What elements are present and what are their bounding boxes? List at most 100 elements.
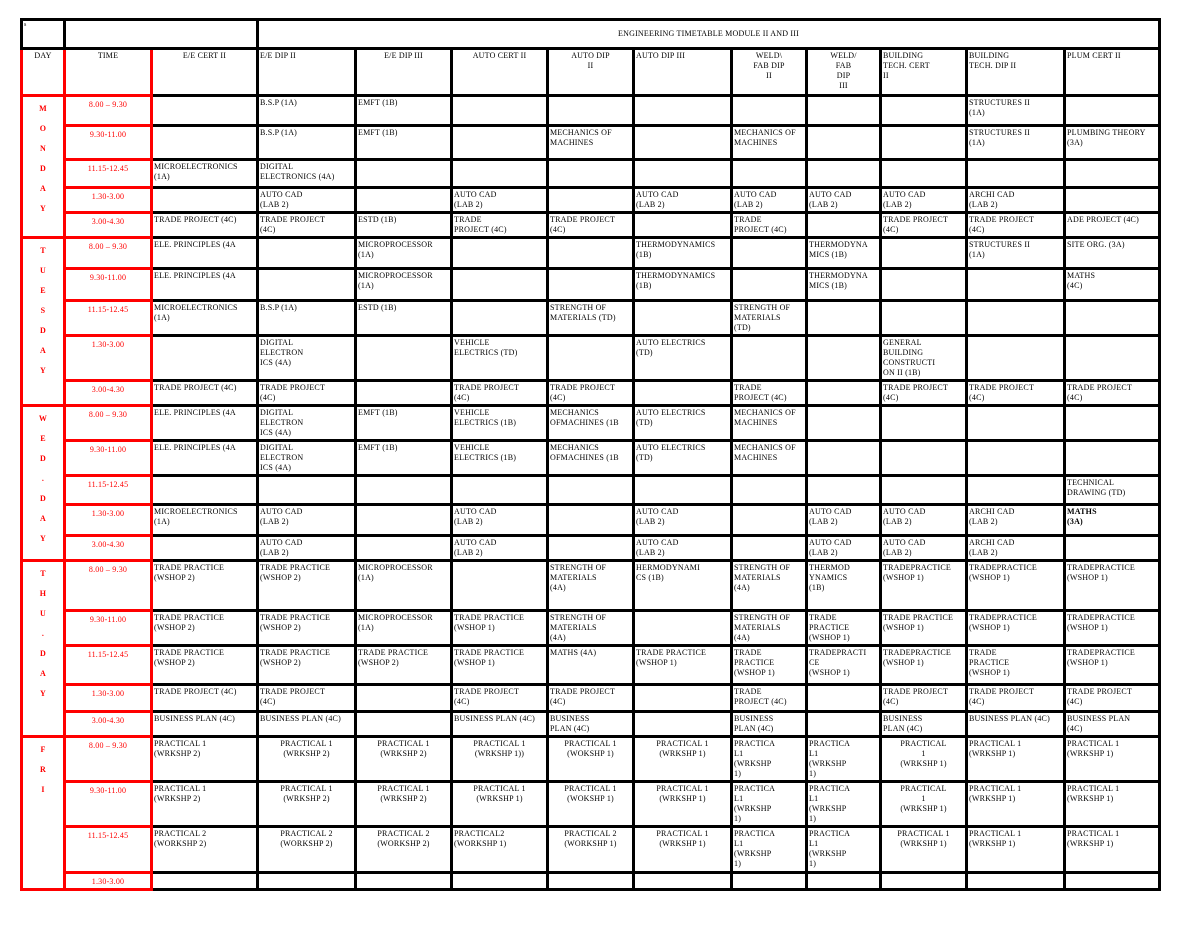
class-cell: TRADEPRACTI CE (WSHOP 1) xyxy=(805,644,882,686)
class-cell: TRADE PROJECT (4C) xyxy=(965,683,1066,713)
class-cell xyxy=(632,158,733,189)
timetable-row: T H U . D A Y 8.00 – 9.30 TRADE PRACTICE (… xyxy=(20,559,1162,738)
class-cell: AUTO CAD (LAB 2) xyxy=(805,186,882,214)
class-cell xyxy=(546,474,635,506)
class-cell xyxy=(730,534,808,562)
class-cell: MECHANICS OFMACHINES (1B xyxy=(546,439,635,477)
class-cell xyxy=(632,474,733,506)
class-cell xyxy=(546,236,635,270)
class-cell xyxy=(879,404,968,442)
class-cell: THERMODYNAMICS (1B) xyxy=(632,267,733,302)
class-cell xyxy=(354,186,453,214)
corner-mark: s xyxy=(20,18,66,50)
class-cell xyxy=(730,236,808,270)
class-cell xyxy=(879,124,968,161)
class-cell: MECHANICS OF MACHINES xyxy=(546,124,635,161)
class-cell xyxy=(354,379,453,407)
class-cell: MICROELECTRONICS (1A) xyxy=(150,299,259,337)
class-cell xyxy=(354,710,453,738)
day-label: T H U . D A Y xyxy=(20,559,66,738)
class-cell: AUTO ELECTRICS (TD) xyxy=(632,404,733,442)
class-cell: AUTO CAD (LAB 2) xyxy=(632,503,733,537)
class-cell xyxy=(730,158,808,189)
header-course: E/E DIP II xyxy=(256,47,357,97)
class-cell: VEHICLE ELECTRICS (TD) xyxy=(450,334,549,382)
class-cell: DIGITAL ELECTRON ICS (4A) xyxy=(256,404,357,442)
timetable-row: 11.15-12.45 MICROELECTRONICS (1A) DIGITAL … xyxy=(22,158,1162,189)
class-cell xyxy=(546,534,635,562)
class-cell xyxy=(805,299,882,337)
class-cell xyxy=(354,334,453,382)
class-cell: AUTO CAD (LAB 2) xyxy=(879,186,968,214)
class-cell: ARCHI CAD (LAB 2) xyxy=(965,186,1066,214)
time-slot: 11.15-12.45 xyxy=(63,825,153,874)
class-cell xyxy=(256,236,357,270)
class-cell xyxy=(546,503,635,537)
class-cell: EMFT (1B) xyxy=(354,124,453,161)
class-cell: BUSINESS PLAN (4C) xyxy=(150,710,259,738)
class-cell: MECHANICS OF MACHINES xyxy=(730,439,808,477)
class-cell xyxy=(632,299,733,337)
class-cell xyxy=(879,439,968,477)
class-cell xyxy=(730,503,808,537)
class-cell: STRENGTH OF MATERIALS (TD) xyxy=(730,299,808,337)
class-cell: TRADE PRACTICE (WSHOP 2) xyxy=(256,644,357,686)
class-cell xyxy=(450,124,549,161)
timetable-row: 3.00-4.30 BUSINESS PLAN (4C) BUSINESS PLAN… xyxy=(22,710,1162,738)
class-cell xyxy=(354,474,453,506)
class-cell: TRADE PROJECT (4C) xyxy=(450,683,549,713)
class-cell xyxy=(546,186,635,214)
timetable-row: 11.15-12.45 TRADE PRACTICE (WSHOP 2) TRADE… xyxy=(22,644,1162,686)
class-cell xyxy=(879,94,968,127)
time-slot: 1.30-3.00 xyxy=(63,503,153,537)
class-cell: TRADEPRACTICE (WSHOP 1) xyxy=(1062,559,1162,612)
class-cell xyxy=(546,267,635,302)
class-cell: TRADE PRACTICE (WSHOP 1) xyxy=(879,609,968,647)
class-cell: THERMODYNAMICS (1B) xyxy=(632,236,733,270)
class-cell: ELE. PRINCIPLES (4A xyxy=(150,439,259,477)
class-cell: THERMODYNA MICS (1B) xyxy=(805,267,882,302)
class-cell: PRACTICAL 1 (WRKSHP 2) xyxy=(256,780,357,828)
class-cell: BUSINESS PLAN (4C) xyxy=(965,710,1066,738)
class-cell: TRADE PROJECT (4C) xyxy=(879,211,968,239)
timetable-row: 1.30-3.00 DIGITAL ELECTRON ICS (4A) VEHICL… xyxy=(22,334,1162,382)
class-cell xyxy=(879,871,968,891)
class-cell: AUTO CAD (LAB 2) xyxy=(450,534,549,562)
class-cell: TRADE PROJECT (4C) xyxy=(150,379,259,407)
time-slot: 1.30-3.00 xyxy=(63,186,153,214)
class-cell: TRADE PROJECT (4C) xyxy=(879,683,968,713)
class-cell xyxy=(150,871,259,891)
class-cell: TRADE PROJECT (4C) xyxy=(546,379,635,407)
header-course: BUILDING TECH. CERT II xyxy=(879,47,968,97)
class-cell: PRACTICAL 1 (WRKSHP 1) xyxy=(879,735,968,783)
class-cell xyxy=(805,683,882,713)
time-slot: 11.15-12.45 xyxy=(63,644,153,686)
class-cell: PRACTICA L1 (WRKSHP 1) xyxy=(805,735,882,783)
timetable-row: 1.30-3.00 MICROELECTRONICS (1A) AUTO CAD (… xyxy=(22,503,1162,537)
time-slot: 1.30-3.00 xyxy=(63,683,153,713)
time-slot: 3.00-4.30 xyxy=(63,534,153,562)
class-cell: BUSINESS PLAN (4C) xyxy=(450,710,549,738)
class-cell xyxy=(1062,871,1162,891)
class-cell: STRENGTH OF MATERIALS (4A) xyxy=(730,609,808,647)
class-cell: PRACTICAL 2 (WORKSHP 1) xyxy=(546,825,635,874)
class-cell: AUTO CAD (LAB 2) xyxy=(879,534,968,562)
class-cell: AUTO ELECTRICS (TD) xyxy=(632,439,733,477)
class-cell xyxy=(150,334,259,382)
time-slot: 9.30-11.00 xyxy=(63,439,153,477)
class-cell: AUTO CAD (LAB 2) xyxy=(256,503,357,537)
class-cell xyxy=(150,124,259,161)
class-cell xyxy=(150,474,259,506)
class-cell: HERMODYNAMI CS (1B) xyxy=(632,559,733,612)
class-cell: TRADE PRACTICE (WSHOP 1) xyxy=(730,644,808,686)
class-cell: TRADE PRACTICE (WSHOP 1) xyxy=(965,644,1066,686)
class-cell: PRACTICAL 1 (WRKSHP 1) xyxy=(965,825,1066,874)
time-slot: 9.30-11.00 xyxy=(63,267,153,302)
class-cell xyxy=(879,236,968,270)
class-cell xyxy=(1062,404,1162,442)
timetable-row: 3.00-4.30 TRADE PROJECT (4C) TRADE PROJECT… xyxy=(22,379,1162,407)
class-cell: PRACTICAL 1 (WRKSHP 1) xyxy=(632,735,733,783)
timetable-row: 9.30-11.00 ELE. PRINCIPLES (4A DIGITAL ELE… xyxy=(22,439,1162,477)
class-cell: AUTO ELECTRICS (TD) xyxy=(632,334,733,382)
header-time: TIME xyxy=(63,47,153,97)
